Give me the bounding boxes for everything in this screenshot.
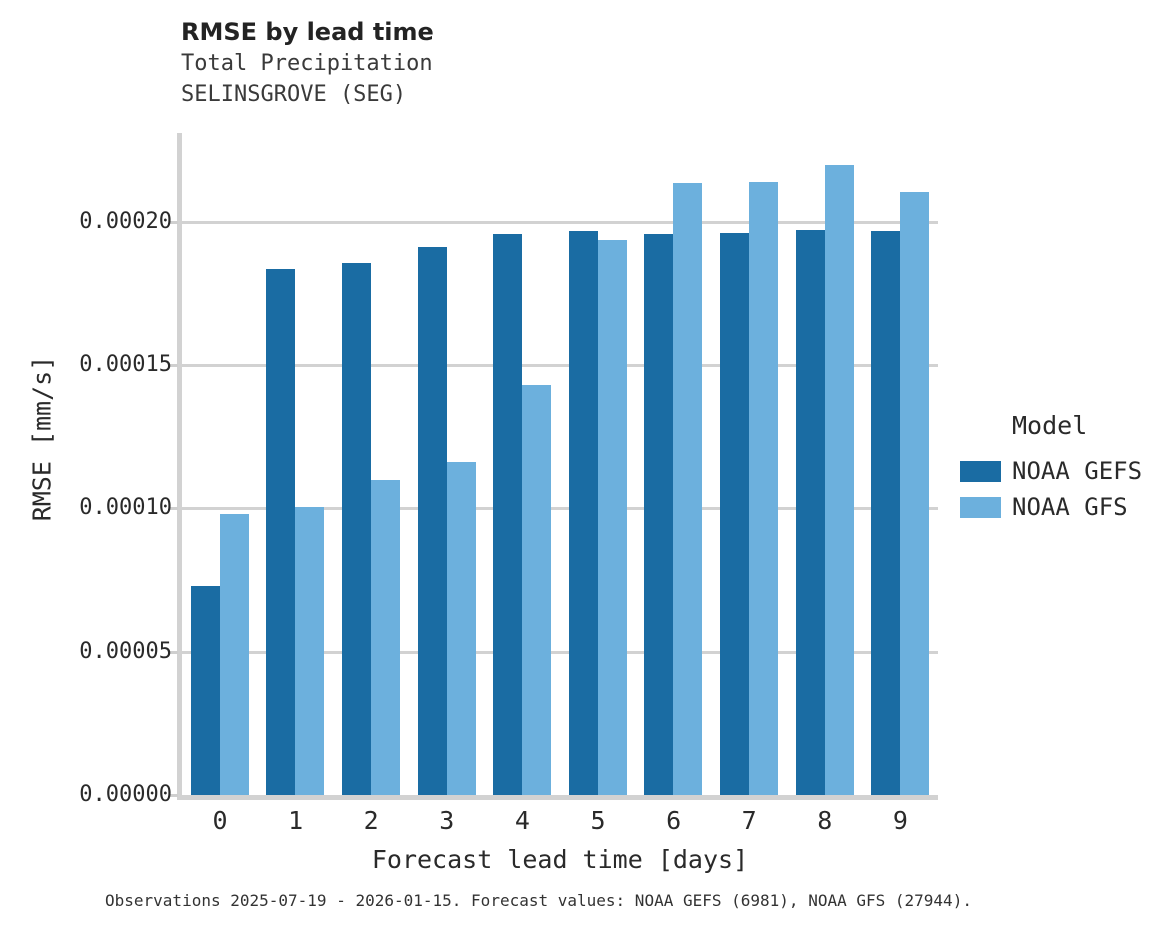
- bar[interactable]: [522, 384, 552, 795]
- y-tick-label: 0.00005: [79, 638, 172, 664]
- legend-swatch-icon: [960, 460, 1001, 482]
- x-tick-label: 3: [439, 806, 455, 835]
- bar[interactable]: [900, 192, 930, 795]
- bar[interactable]: [597, 239, 627, 795]
- plot-area: [182, 133, 938, 795]
- y-tick-label: 0.00015: [79, 352, 172, 378]
- legend-item[interactable]: NOAA GFS: [960, 489, 1142, 525]
- y-tick-label: 0.00020: [79, 208, 172, 234]
- bar[interactable]: [824, 165, 854, 795]
- legend-swatch-icon: [960, 496, 1001, 518]
- bar[interactable]: [446, 462, 476, 795]
- y-axis-spine: [177, 133, 182, 800]
- bar[interactable]: [342, 262, 371, 795]
- legend-rows: NOAA GEFS NOAA GFS: [960, 453, 1142, 525]
- bar[interactable]: [795, 229, 825, 795]
- chart-footnote: Observations 2025-07-19 - 2026-01-15. Fo…: [105, 891, 972, 910]
- bar[interactable]: [493, 233, 523, 795]
- y-tick-mark: [170, 794, 178, 797]
- bar[interactable]: [219, 513, 249, 795]
- legend: Model NOAA GEFS NOAA GFS: [960, 411, 1142, 525]
- x-tick-label: 9: [892, 806, 908, 835]
- x-tick-label: 1: [288, 806, 304, 835]
- gridline: [182, 507, 938, 511]
- y-tick-label: 0.00010: [79, 495, 172, 521]
- x-tick-label: 6: [666, 806, 682, 835]
- x-tick-label: 7: [741, 806, 757, 835]
- bar[interactable]: [190, 585, 220, 795]
- chart-title: RMSE by lead time: [181, 18, 434, 46]
- y-tick-mark: [170, 364, 178, 368]
- y-tick-mark: [170, 220, 178, 224]
- title-block: RMSE by lead time Total Precipitation SE…: [181, 16, 941, 110]
- gridline: [182, 364, 938, 368]
- bar[interactable]: [644, 233, 674, 795]
- x-tick-label: 2: [363, 806, 379, 835]
- chart-subtitle-variable: Total Precipitation: [181, 51, 433, 76]
- chart-subtitle-station: SELINSGROVE (SEG): [181, 82, 407, 107]
- x-tick-label: 4: [514, 806, 530, 835]
- bar[interactable]: [417, 246, 447, 795]
- x-tick-label: 8: [817, 806, 833, 835]
- y-tick-label: 0.00000: [79, 782, 172, 807]
- bar[interactable]: [266, 269, 296, 795]
- bar[interactable]: [871, 230, 901, 795]
- bar[interactable]: [568, 230, 598, 795]
- bar[interactable]: [371, 480, 400, 795]
- x-axis-title: Forecast lead time [days]: [371, 845, 749, 874]
- gridline: [182, 650, 938, 654]
- x-axis-spine: [177, 795, 938, 800]
- x-tick-label: 0: [212, 806, 228, 835]
- y-tick-mark: [170, 507, 178, 511]
- legend-title: Model: [1012, 411, 1088, 440]
- x-tick-label: 5: [590, 806, 606, 835]
- y-axis-title: RMSE [mm/s]: [27, 355, 57, 522]
- bar[interactable]: [720, 232, 749, 795]
- y-tick-mark: [170, 650, 178, 654]
- bar[interactable]: [295, 507, 325, 795]
- legend-item-label: NOAA GEFS: [1012, 457, 1143, 485]
- legend-item-label: NOAA GFS: [1012, 493, 1128, 521]
- bar[interactable]: [673, 183, 703, 795]
- gridline: [182, 220, 938, 224]
- bar[interactable]: [749, 182, 778, 795]
- legend-item[interactable]: NOAA GEFS: [960, 453, 1142, 489]
